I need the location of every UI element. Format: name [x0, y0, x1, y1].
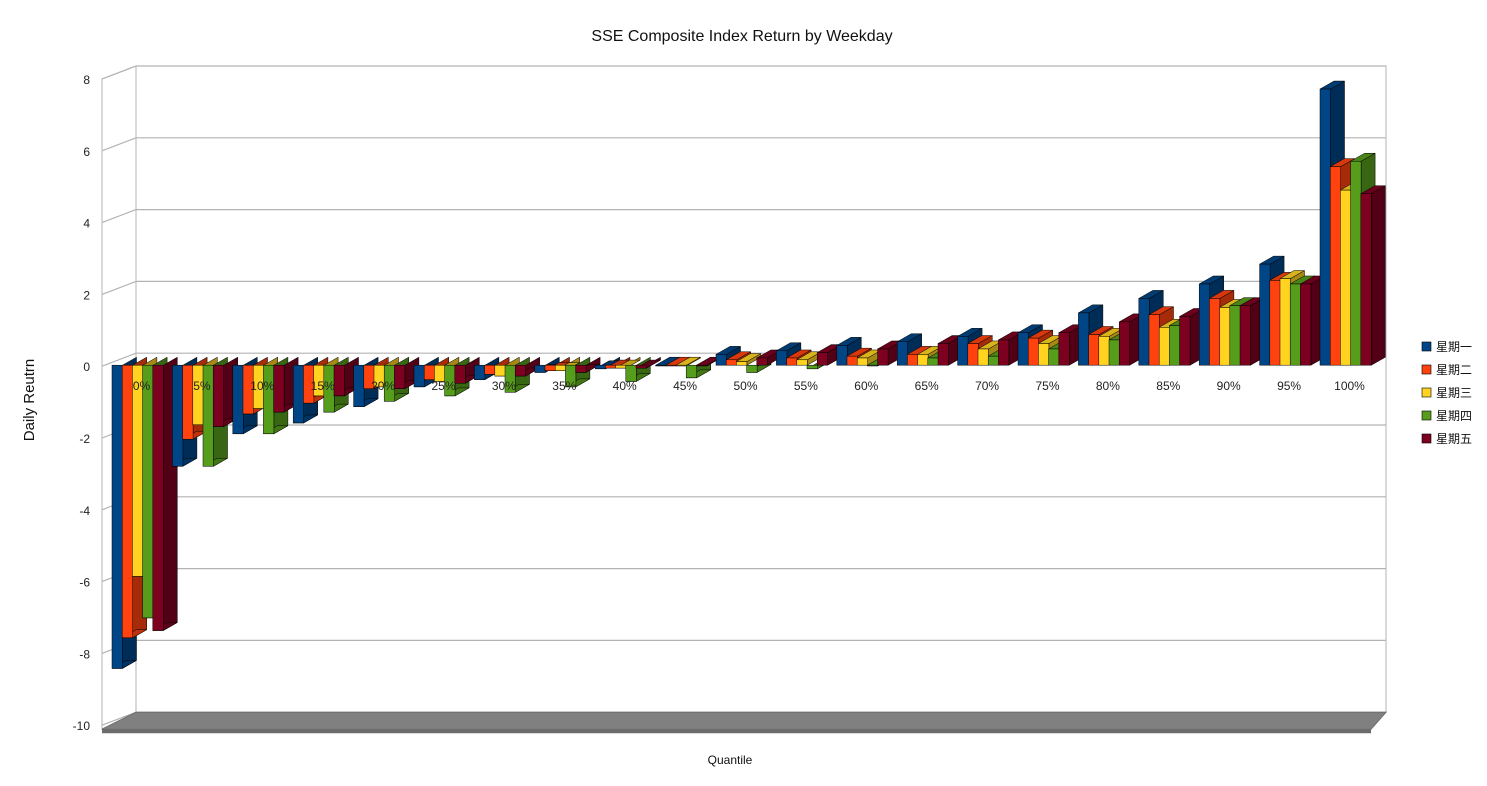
legend-item: 星期三	[1421, 386, 1472, 400]
floor-edge	[102, 729, 1371, 734]
bar-group	[111, 356, 179, 669]
bar-group	[1017, 324, 1085, 366]
bars	[111, 80, 1387, 669]
bar-group	[473, 356, 541, 393]
bar-group	[352, 356, 420, 408]
gridline-side	[101, 65, 137, 80]
bar	[675, 356, 702, 367]
y-tick-label: 2	[83, 288, 90, 302]
x-tick-label: 55%	[794, 379, 818, 393]
bar-group	[654, 356, 722, 379]
x-tick-label: 20%	[371, 379, 395, 393]
bar-group	[1198, 275, 1266, 366]
legend-label: 星期二	[1436, 363, 1472, 377]
bar	[635, 356, 662, 369]
x-tick-label: 45%	[673, 379, 697, 393]
y-tick-label: 6	[83, 145, 90, 159]
x-axis-title: Quantile	[708, 753, 753, 767]
x-tick-label: 25%	[431, 379, 455, 393]
y-axis-title: Daily Reutrn	[21, 359, 38, 442]
legend-label: 星期五	[1436, 432, 1472, 446]
x-tick-label: 100%	[1334, 379, 1365, 393]
bar-group	[1319, 80, 1387, 366]
legend-swatch	[1421, 387, 1432, 398]
y-tick-label: 4	[83, 217, 90, 231]
y-tick-label: -2	[79, 432, 90, 446]
x-tick-label: 5%	[193, 379, 211, 393]
gridline-side	[101, 352, 137, 367]
y-tick-label: -8	[79, 647, 90, 661]
legend-label: 星期一	[1436, 340, 1472, 354]
legend-swatch	[1421, 433, 1432, 444]
bar-group	[533, 356, 602, 388]
x-tick-label: 35%	[552, 379, 576, 393]
chart-title: SSE Composite Index Return by Weekday	[591, 28, 892, 45]
y-axis: 8 6 4 2 0 -2 -4 -6 -8 -10	[73, 73, 91, 733]
y-tick-label: 8	[83, 73, 90, 87]
gridline-side	[101, 137, 137, 152]
bar-group	[292, 356, 360, 424]
y-tick-label: 0	[83, 360, 90, 374]
legend-swatch	[1421, 341, 1432, 352]
bar	[574, 356, 602, 373]
x-tick-label: 50%	[733, 379, 757, 393]
y-tick-label: -10	[73, 719, 91, 733]
gridline-side	[101, 209, 137, 224]
y-tick-label: -6	[79, 576, 90, 590]
x-tick-label: 10%	[250, 379, 274, 393]
bar	[1359, 185, 1387, 366]
legend-item: 星期一	[1421, 340, 1472, 354]
chart-floor	[101, 711, 1388, 734]
x-tick-label: 60%	[854, 379, 878, 393]
x-tick-label: 0%	[133, 379, 151, 393]
bar-group	[1258, 255, 1326, 366]
x-tick-label: 40%	[613, 379, 637, 393]
bar-group	[594, 356, 662, 382]
x-tick-label: 85%	[1156, 379, 1180, 393]
x-tick-label: 95%	[1277, 379, 1301, 393]
bar	[514, 356, 541, 377]
legend-label: 星期三	[1436, 386, 1472, 400]
legend-swatch	[1421, 364, 1432, 375]
legend-item: 星期五	[1421, 432, 1472, 446]
bar	[735, 353, 762, 366]
x-tick-label: 15%	[311, 379, 335, 393]
legend-swatch	[1421, 410, 1432, 421]
y-tick-label: -4	[79, 504, 90, 518]
x-tick-label: 70%	[975, 379, 999, 393]
bar-group	[231, 356, 300, 435]
legend-item: 星期四	[1421, 409, 1472, 423]
x-axis: 0% 5% 10% 15% 20% 25% 30% 35% 40% 45% 50% 55% 60% 65%…	[133, 379, 1365, 393]
x-tick-label: 65%	[915, 379, 939, 393]
floor-top	[101, 711, 1388, 730]
x-tick-label: 80%	[1096, 379, 1120, 393]
gridline-side	[101, 711, 137, 726]
bar-group	[413, 356, 481, 397]
x-tick-label: 75%	[1035, 379, 1059, 393]
x-tick-label: 90%	[1217, 379, 1241, 393]
legend-label: 星期四	[1436, 409, 1472, 423]
bar-group	[171, 356, 239, 467]
legend-item: 星期二	[1421, 363, 1472, 377]
gridline-side	[101, 280, 137, 295]
x-tick-label: 30%	[492, 379, 516, 393]
